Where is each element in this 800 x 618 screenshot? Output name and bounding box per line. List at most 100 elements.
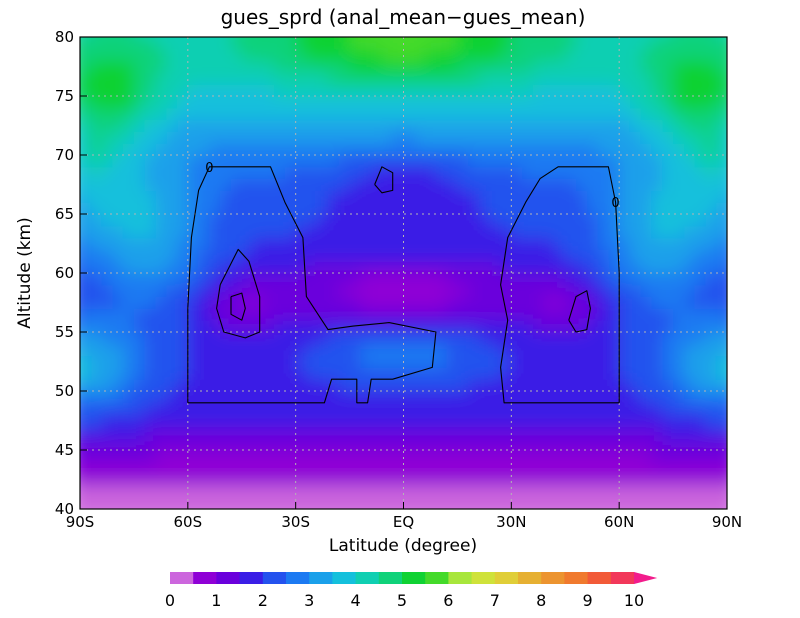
field-cell	[629, 402, 642, 416]
field-cell	[435, 461, 448, 475]
field-cell	[543, 332, 556, 345]
field-cell	[209, 72, 221, 85]
field-cell	[479, 461, 491, 475]
field-cell	[425, 37, 437, 50]
field-cell	[155, 225, 167, 239]
field-cell	[457, 119, 469, 132]
spread-field	[80, 13, 738, 521]
field-cell	[306, 190, 318, 203]
field-cell	[457, 202, 469, 215]
field-cell	[371, 461, 383, 475]
field-cell	[586, 119, 599, 132]
field-cell	[511, 332, 523, 345]
field-cell	[500, 261, 512, 274]
field-cell	[252, 438, 264, 451]
field-cell	[619, 261, 631, 274]
field-cell	[683, 249, 696, 262]
field-cell	[241, 343, 254, 357]
field-cell	[500, 426, 512, 439]
field-cell	[166, 273, 178, 286]
field-cell	[187, 308, 200, 321]
field-cell	[716, 37, 727, 38]
field-cell	[586, 131, 599, 144]
field-cell	[727, 49, 738, 61]
field-cell	[651, 320, 663, 333]
field-cell	[112, 119, 124, 132]
field-cell	[392, 343, 405, 357]
field-cell	[306, 426, 318, 439]
field-cell	[177, 72, 189, 85]
field-cell	[597, 96, 609, 109]
field-cell	[295, 214, 308, 227]
field-cell	[166, 426, 178, 439]
field-cell	[608, 166, 620, 180]
field-cell	[80, 320, 92, 333]
field-cell	[619, 72, 631, 85]
field-cell	[231, 178, 243, 191]
field-cell	[608, 13, 619, 25]
field-cell	[597, 355, 609, 368]
field-cell	[651, 190, 663, 203]
field-cell	[683, 237, 696, 250]
field-cell	[662, 296, 674, 309]
field-cell	[554, 143, 566, 156]
field-cell	[101, 320, 113, 333]
field-cell	[231, 155, 243, 168]
field-cell	[565, 509, 576, 521]
field-cell	[144, 343, 157, 357]
field-cell	[457, 131, 469, 144]
field-cell	[241, 450, 254, 463]
field-cell	[619, 461, 631, 475]
field-cell	[349, 96, 361, 109]
field-cell	[155, 119, 167, 132]
field-cell	[629, 497, 642, 509]
field-cell	[112, 237, 124, 250]
field-cell	[554, 48, 566, 62]
field-cell	[360, 284, 372, 298]
field-cell	[683, 308, 696, 321]
field-cell	[112, 402, 124, 416]
field-cell	[543, 155, 556, 168]
field-cell	[727, 367, 738, 379]
field-cell	[446, 225, 458, 239]
field-cell	[511, 202, 523, 215]
colorbar-tick-label: 0	[165, 591, 175, 610]
field-cell	[144, 379, 157, 392]
field-cell	[500, 485, 512, 498]
field-cell	[112, 202, 124, 215]
field-cell	[640, 261, 653, 274]
field-cell	[522, 485, 534, 498]
field-cell	[187, 60, 200, 73]
field-cell	[80, 237, 81, 250]
field-cell	[554, 166, 566, 180]
field-cell	[80, 308, 92, 321]
field-cell	[155, 497, 167, 509]
field-cell	[457, 225, 469, 239]
field-cell	[241, 237, 254, 250]
field-cell	[284, 72, 297, 85]
field-cell	[241, 414, 254, 427]
field-cell	[306, 438, 318, 451]
field-cell	[532, 284, 545, 298]
field-cell	[231, 166, 243, 180]
colorbar-swatch	[494, 572, 519, 584]
field-cell	[586, 379, 599, 392]
field-cell	[80, 355, 92, 368]
field-cell	[554, 332, 566, 345]
field-cell	[274, 131, 286, 144]
field-cell	[328, 367, 340, 380]
grid-lines	[80, 37, 727, 509]
field-cell	[155, 332, 167, 345]
field-cell	[446, 343, 458, 357]
contour-line	[230, 292, 246, 321]
field-cell	[392, 367, 405, 380]
field-cell	[716, 261, 727, 274]
field-cell	[360, 178, 372, 191]
field-cell	[155, 355, 167, 368]
field-cell	[123, 379, 135, 392]
field-cell	[123, 37, 135, 38]
field-cell	[90, 450, 103, 463]
field-cell	[145, 13, 156, 25]
field-cell	[727, 485, 738, 497]
field-cell	[457, 273, 469, 286]
